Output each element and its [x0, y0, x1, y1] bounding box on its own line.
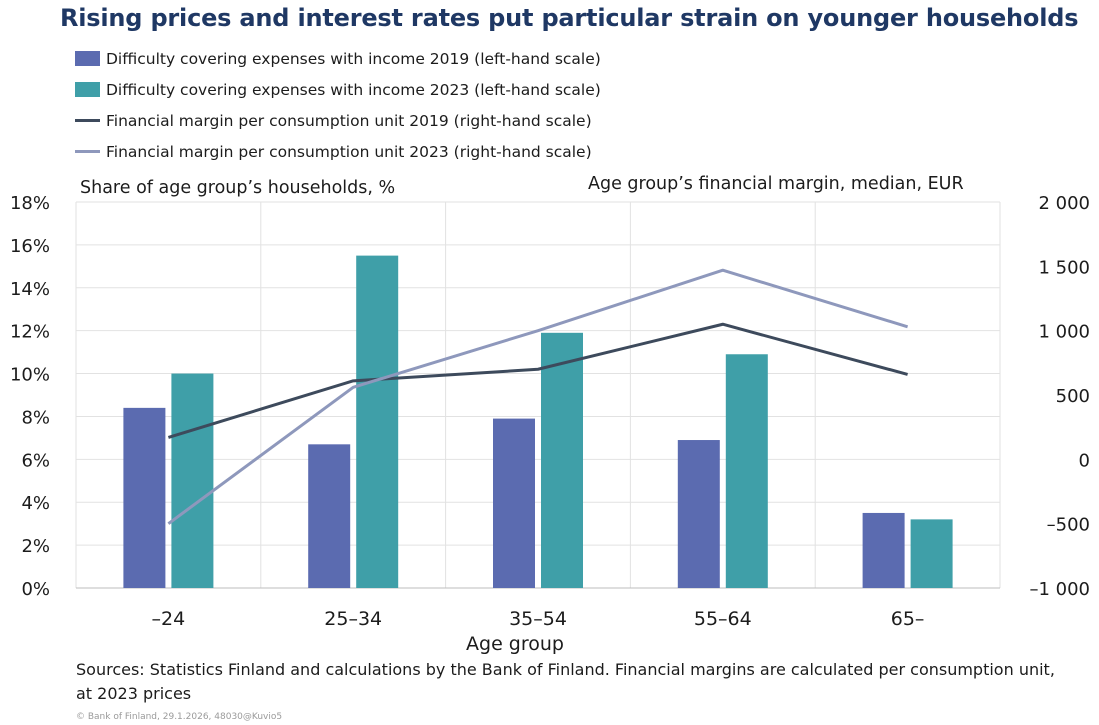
y-tick-label-right: –1 000	[1029, 579, 1090, 600]
y-tick-label-right: 2 000	[1038, 193, 1090, 214]
bar-2019	[862, 512, 905, 588]
legend-label-bars-2019: Difficulty covering expenses with income…	[106, 49, 601, 68]
y-tick-label-left: 6%	[21, 450, 50, 471]
y-tick-label-left: 18%	[10, 193, 50, 214]
chart-title: Rising prices and interest rates put par…	[60, 4, 1079, 32]
y-tick-label-left: 10%	[10, 365, 50, 386]
x-tick-label: –24	[152, 608, 186, 630]
legend-swatch-bars-2023	[75, 82, 100, 97]
bar-2023	[171, 373, 214, 588]
x-axis-label: Age group	[466, 633, 564, 655]
y-tick-label-right: 1 500	[1038, 257, 1090, 278]
y-tick-label-right: 0	[1079, 450, 1090, 471]
legend-swatch-bars-2019	[75, 51, 100, 66]
legend-swatch-line-2019	[75, 119, 100, 122]
y-tick-label-right: 500	[1056, 386, 1090, 407]
left-axis-unit-label: Share of age group’s households, %	[80, 178, 396, 198]
bar-2023	[910, 519, 953, 588]
x-tick-label: 25–34	[324, 608, 382, 630]
bar-2019	[123, 407, 166, 588]
right-axis-unit-label: Age group’s financial margin, median, EU…	[588, 174, 964, 194]
sources-note: Sources: Statistics Finland and calculat…	[76, 660, 1055, 703]
bar-2023	[725, 354, 768, 588]
chart-legend: Difficulty covering expenses with income…	[75, 43, 601, 167]
bar-2019	[493, 418, 535, 588]
legend-label-line-2019: Financial margin per consumption unit 20…	[106, 111, 592, 130]
x-tick-label: 35–54	[509, 608, 567, 630]
y-tick-label-right: 1 000	[1038, 322, 1090, 343]
y-tick-label-left: 8%	[21, 407, 50, 428]
legend-label-line-2023: Financial margin per consumption unit 20…	[106, 142, 592, 161]
copyright-note: © Bank of Finland, 29.1.2026, 48030@Kuvi…	[76, 712, 283, 722]
y-tick-label-left: 0%	[21, 579, 50, 600]
bar-2023	[541, 332, 583, 588]
x-tick-label: 65–	[891, 608, 925, 630]
legend-item-line-2019: Financial margin per consumption unit 20…	[75, 105, 601, 136]
y-tick-label-left: 2%	[21, 536, 50, 557]
y-tick-label-left: 14%	[10, 279, 50, 300]
line-series-2023	[167, 268, 909, 525]
legend-label-bars-2023: Difficulty covering expenses with income…	[106, 80, 601, 99]
y-tick-label-left: 12%	[10, 322, 50, 343]
y-tick-label-left: 4%	[21, 493, 50, 514]
legend-item-bars-2019: Difficulty covering expenses with income…	[75, 43, 601, 74]
bar-2019	[677, 440, 720, 588]
y-tick-label-left: 16%	[10, 236, 50, 257]
legend-item-bars-2023: Difficulty covering expenses with income…	[75, 74, 601, 105]
legend-item-line-2023: Financial margin per consumption unit 20…	[75, 136, 601, 167]
y-tick-label-right: –500	[1047, 515, 1090, 536]
legend-swatch-line-2023	[75, 150, 100, 153]
bar-2019	[308, 444, 351, 588]
x-tick-label: 55–64	[694, 608, 752, 630]
line-series-2019	[167, 322, 908, 439]
bar-2023	[356, 255, 399, 588]
